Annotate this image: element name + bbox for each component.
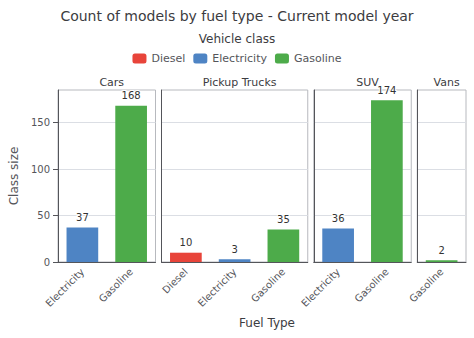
svg-text:35: 35	[277, 214, 290, 225]
svg-text:3: 3	[231, 244, 237, 255]
svg-text:168: 168	[122, 90, 141, 101]
svg-text:Electricity: Electricity	[43, 266, 86, 309]
svg-text:2: 2	[438, 245, 444, 256]
svg-text:Fuel Type: Fuel Type	[239, 316, 295, 330]
svg-text:Gasoline: Gasoline	[352, 266, 390, 304]
svg-text:Gasoline: Gasoline	[249, 266, 287, 304]
svg-text:Electricity: Electricity	[196, 266, 239, 309]
svg-text:Pickup Trucks: Pickup Trucks	[203, 76, 277, 89]
svg-text:Gasoline: Gasoline	[294, 52, 342, 65]
svg-text:Vehicle class: Vehicle class	[199, 32, 276, 46]
svg-text:Diesel: Diesel	[151, 52, 185, 65]
svg-text:150: 150	[31, 117, 50, 128]
svg-text:Count of models by fuel type -: Count of models by fuel type - Current m…	[60, 8, 413, 24]
svg-text:Diesel: Diesel	[160, 266, 190, 296]
svg-text:SUV: SUV	[356, 76, 379, 89]
svg-text:Vans: Vans	[434, 76, 460, 89]
svg-text:Class size: Class size	[7, 147, 21, 206]
svg-text:Cars: Cars	[99, 76, 124, 89]
svg-text:10: 10	[180, 237, 193, 248]
svg-text:Gasoline: Gasoline	[407, 266, 445, 304]
svg-text:Electricity: Electricity	[299, 266, 342, 309]
svg-text:50: 50	[37, 210, 50, 221]
svg-text:100: 100	[31, 164, 50, 175]
svg-text:Gasoline: Gasoline	[97, 266, 135, 304]
svg-text:36: 36	[332, 213, 345, 224]
svg-text:Electricity: Electricity	[212, 52, 267, 65]
svg-text:174: 174	[377, 85, 396, 96]
svg-text:37: 37	[76, 212, 89, 223]
svg-text:0: 0	[44, 257, 50, 268]
